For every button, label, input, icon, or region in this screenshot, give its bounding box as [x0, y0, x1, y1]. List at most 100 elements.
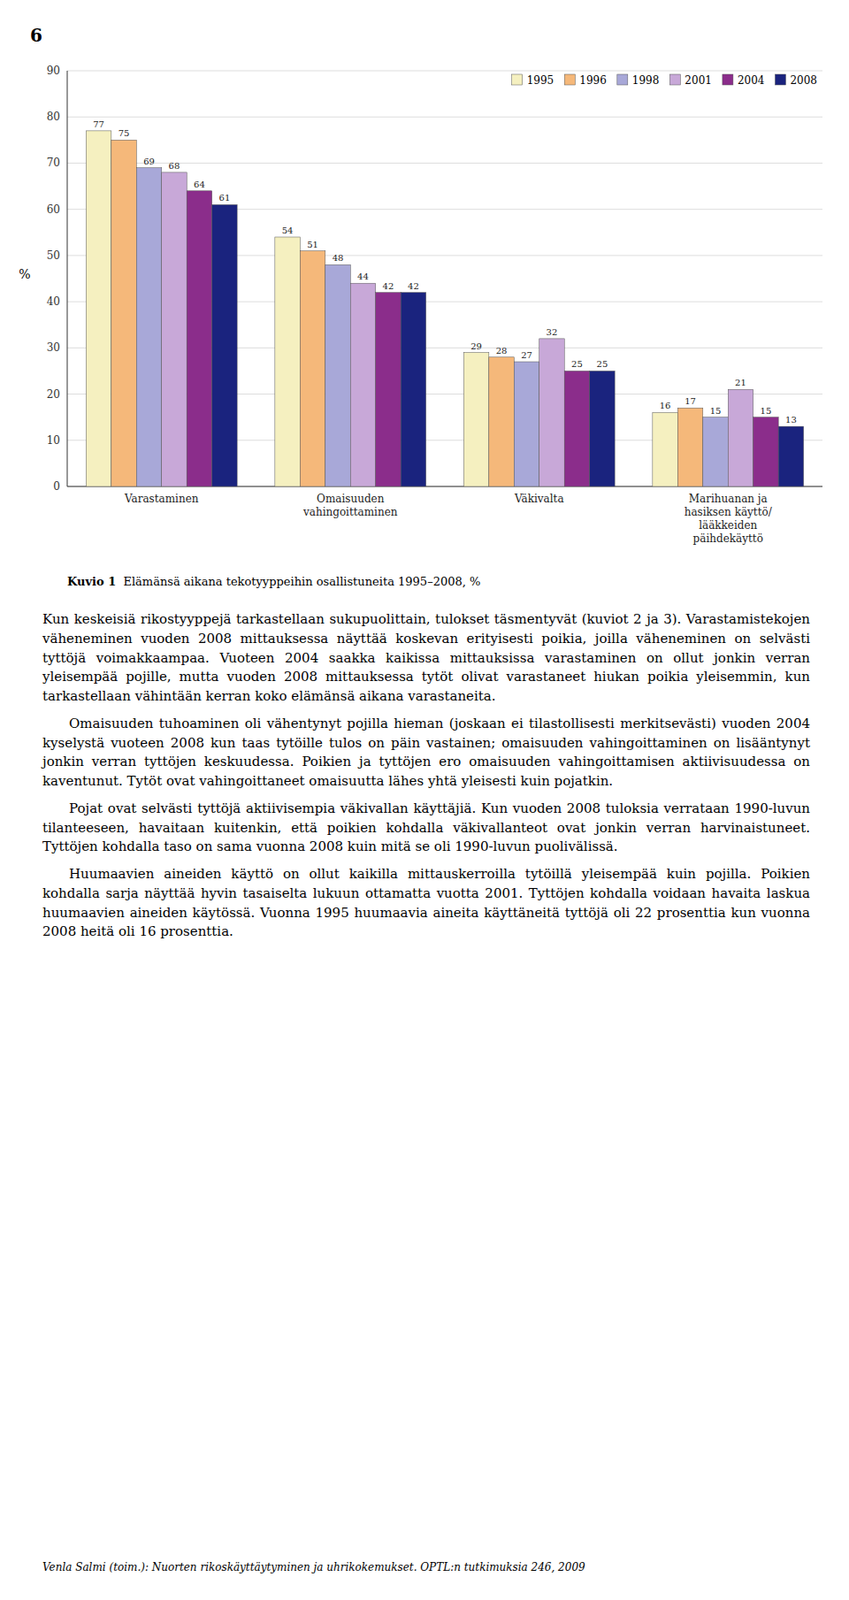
legend-swatch: [564, 74, 575, 85]
data-label: 68: [168, 160, 181, 171]
data-label: 32: [546, 327, 559, 337]
legend-label: 1996: [579, 74, 607, 87]
data-label: 15: [710, 405, 722, 416]
bar: [513, 361, 539, 487]
y-tick-label: 20: [46, 388, 61, 401]
figure-caption: Kuvio 1 Elämänsä aikana tekotyyppeihin o…: [67, 574, 481, 589]
y-tick-label: 40: [46, 295, 61, 308]
y-tick-label: 90: [46, 64, 61, 77]
data-label: 25: [571, 359, 583, 369]
legend-swatch: [722, 74, 734, 85]
bar: [350, 283, 375, 487]
paragraph: Omaisuuden tuhoaminen oli vähentynyt poj…: [42, 714, 811, 792]
grid: [67, 70, 823, 487]
bar: [463, 352, 489, 487]
data-labels: 77 54 29 16 75 51 28 17 69 48 27 15 68 44 32 21 64 42 25 15…: [92, 119, 797, 425]
legend-label: 2008: [789, 74, 818, 87]
legend: 1995 1996 1998 2001 2004 2008: [512, 74, 818, 87]
grid-line: [67, 70, 823, 72]
data-label: 75: [118, 128, 131, 138]
bar: [539, 338, 565, 487]
page-number: 6: [30, 24, 43, 46]
figure-title: Elämänsä aikana tekotyyppeihin osallistu…: [122, 574, 481, 589]
paragraph: Pojat ovat selvästi tyttöjä aktiivisempi…: [42, 799, 811, 857]
x-tick-label: Väkivalta: [513, 492, 565, 505]
legend-label: 2004: [737, 74, 765, 87]
data-label: 51: [306, 239, 319, 250]
y-tick-label: 80: [46, 110, 61, 123]
paragraph: Huumaavien aineiden käyttö on ollut kaik…: [42, 864, 811, 942]
bar: [703, 417, 728, 487]
legend-item: 1996: [564, 74, 607, 87]
x-tick-label: Marihuanan jahasiksen käyttö/lääkkeidenp…: [684, 492, 773, 545]
data-label: 15: [760, 405, 773, 416]
footer: Venla Salmi (toim.): Nuorten rikoskäyttä…: [42, 1560, 586, 1574]
y-tick-label: 0: [53, 480, 61, 493]
bar: [677, 407, 703, 487]
bars: [85, 130, 804, 487]
bar: [111, 139, 137, 487]
y-axis-label: %: [18, 267, 31, 282]
bar: [652, 412, 678, 487]
bar: [489, 357, 514, 487]
grid-line: [67, 116, 823, 118]
y-tick-label: 50: [46, 249, 61, 262]
data-label: 64: [193, 179, 206, 190]
y-tick-label: 30: [46, 341, 61, 354]
legend-swatch: [617, 74, 628, 85]
legend-label: 1998: [632, 74, 660, 87]
y-axis: [67, 70, 69, 487]
bar: [727, 389, 753, 487]
data-label: 25: [596, 359, 609, 369]
y-tick-label: 70: [46, 156, 61, 169]
x-tick-label: Varastaminen: [123, 492, 199, 505]
data-label: 13: [785, 414, 797, 425]
data-label: 42: [407, 281, 420, 291]
figure-number: Kuvio 1: [67, 574, 116, 589]
data-label: 29: [470, 341, 482, 352]
legend-swatch: [669, 74, 681, 85]
x-tick-label: Omaisuudenvahingoittaminen: [302, 492, 398, 519]
data-label: 28: [496, 345, 508, 356]
legend-item: 2001: [669, 74, 712, 87]
legend-label: 1995: [527, 74, 555, 87]
grid-line: [67, 162, 823, 164]
data-label: 48: [332, 252, 345, 263]
y-tick-label: 10: [46, 434, 61, 447]
bar: [400, 292, 426, 487]
bar: [325, 264, 351, 487]
data-label: 21: [734, 377, 747, 388]
data-label: 61: [219, 192, 231, 203]
legend-item: 1995: [512, 74, 555, 87]
legend-swatch: [512, 74, 523, 85]
bar: [275, 237, 300, 487]
paragraph: Kun keskeisiä rikostyyppejä tarkastellaa…: [42, 610, 811, 707]
data-label: 16: [659, 400, 672, 411]
body-text: Kun keskeisiä rikostyyppejä tarkastellaa…: [42, 610, 811, 950]
legend-item: 2008: [774, 74, 818, 87]
legend-swatch: [774, 74, 786, 85]
data-label: 77: [92, 119, 105, 130]
data-label: 69: [143, 156, 155, 167]
legend-item: 1998: [617, 74, 660, 87]
bar: [136, 168, 161, 487]
data-label: 17: [684, 396, 697, 406]
bar: [375, 292, 401, 487]
chart: 0 10 20 30 40 50 60 70 80 90% 77 54 29 16 75 51 28 17 69 48…: [0, 53, 849, 566]
bar: [186, 191, 212, 487]
data-label: 54: [282, 225, 294, 236]
bar: [85, 130, 111, 487]
bar: [778, 426, 804, 487]
bar: [212, 204, 238, 487]
bar: [589, 370, 615, 487]
bar: [564, 370, 589, 487]
data-label: 42: [382, 281, 395, 291]
data-label: 27: [520, 350, 533, 360]
data-label: 44: [357, 271, 369, 282]
legend-label: 2001: [684, 74, 712, 87]
bar: [753, 417, 779, 487]
bar: [299, 251, 325, 487]
bar: [161, 172, 187, 487]
legend-item: 2004: [722, 74, 765, 87]
y-tick-label: 60: [46, 203, 61, 216]
